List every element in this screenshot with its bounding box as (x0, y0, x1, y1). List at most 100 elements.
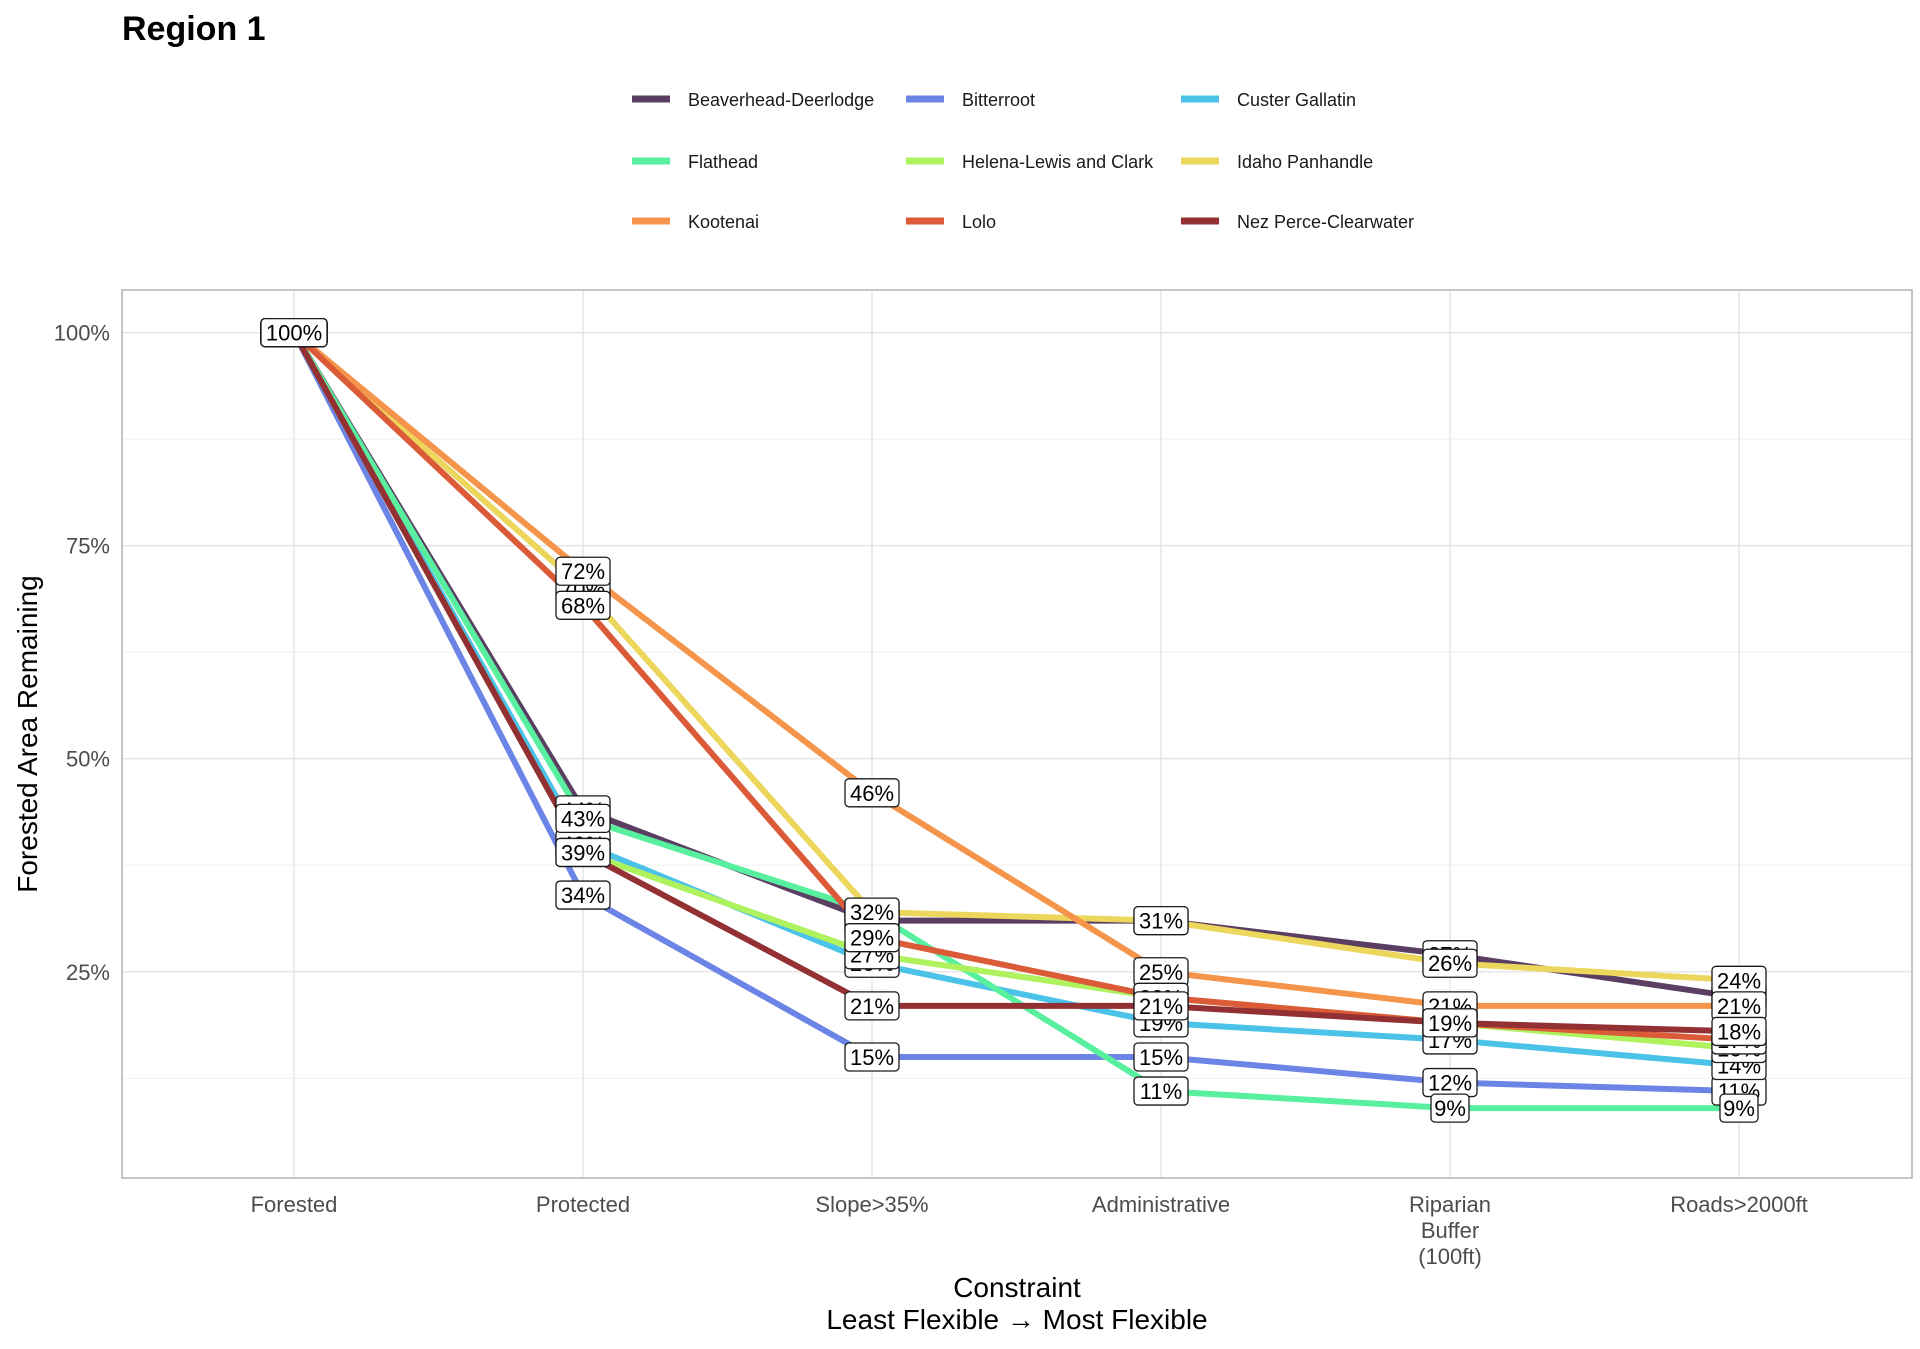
legend-label: Beaverhead-Deerlodge (688, 90, 874, 110)
legend-label: Kootenai (688, 212, 759, 232)
data-label-text: 31% (1139, 909, 1183, 934)
data-label-box (844, 778, 900, 808)
data-label-nez-perce-clearwater-5: 18% (1711, 1016, 1767, 1047)
legend-item-nez-perce-clearwater: Nez Perce-Clearwater (1181, 212, 1414, 232)
x-tick-label: Protected (536, 1192, 630, 1217)
data-label-text: 12% (1428, 1071, 1472, 1096)
data-label-nez-perce-clearwater-0: 100% (260, 317, 328, 348)
data-label-nez-perce-clearwater-3: 21% (1133, 991, 1189, 1021)
data-label-box (555, 880, 611, 910)
data-label-bitterroot-1: 34% (555, 880, 611, 910)
y-axis-title-group: Forested Area Remaining (12, 575, 43, 893)
data-label-text: 21% (1139, 994, 1183, 1019)
legend-label: Nez Perce-Clearwater (1237, 212, 1414, 232)
legend-label: Bitterroot (962, 90, 1035, 110)
data-label-box (1133, 1042, 1189, 1072)
data-label-box (844, 1042, 900, 1072)
data-label-idaho-panhandle-2: 32% (844, 897, 900, 927)
data-label-text: 11% (1140, 1079, 1182, 1104)
series-lines (291, 329, 1742, 1112)
data-label-text: 72% (561, 559, 605, 584)
x-axis: Forested Protected Slope>35% Administrative… (251, 1192, 1808, 1269)
legend-label: Custer Gallatin (1237, 90, 1356, 110)
data-label-bitterroot-4: 12% (1422, 1067, 1478, 1098)
data-label-flathead-1: 43% (555, 803, 611, 834)
legend-item-helena-lewis-and-clark: Helena-Lewis and Clark (906, 152, 1154, 172)
data-label-flathead-3: 11% (1133, 1076, 1189, 1106)
legend-item-beaverhead-deerlodge: Beaverhead-Deerlodge (632, 90, 874, 110)
data-label-text: 21% (1717, 994, 1761, 1019)
legend-label: Idaho Panhandle (1237, 152, 1373, 172)
data-label-box (1133, 991, 1189, 1021)
legend-item-lolo: Lolo (906, 212, 996, 232)
legend-label: Helena-Lewis and Clark (962, 152, 1154, 172)
data-labels: 100%44%31%31%27%22%100%34%15%15%12%11%10… (260, 317, 1767, 1123)
legend-item-flathead: Flathead (632, 152, 758, 172)
x-tick-label: Slope>35% (815, 1192, 928, 1217)
data-label-kootenai-1: 72% (555, 556, 611, 586)
data-label-text: 43% (561, 806, 605, 831)
data-label-nez-perce-clearwater-2: 21% (844, 991, 900, 1021)
x-axis-title-line: Constraint (953, 1272, 1081, 1303)
data-label-box (1711, 1016, 1767, 1047)
data-label-text: 15% (1139, 1045, 1183, 1070)
data-label-nez-perce-clearwater-4: 19% (1422, 1008, 1478, 1038)
data-label-box (1422, 1008, 1478, 1038)
legend-item-idaho-panhandle: Idaho Panhandle (1181, 152, 1373, 172)
y-tick-label: 100% (54, 321, 110, 346)
x-tick-label: Roads>2000ft (1670, 1192, 1808, 1217)
data-label-text: 100% (266, 321, 322, 346)
data-label-box (1133, 1076, 1189, 1106)
data-label-idaho-panhandle-5: 24% (1711, 965, 1767, 995)
data-label-kootenai-3: 25% (1133, 957, 1189, 987)
data-label-box (555, 837, 611, 868)
data-label-box (1430, 1093, 1470, 1123)
y-tick-label: 25% (66, 960, 110, 985)
data-label-nez-perce-clearwater-1: 39% (555, 837, 611, 868)
series-line-flathead (291, 329, 1742, 1112)
legend: Beaverhead-Deerlodge Bitterroot Custer Gal… (632, 90, 1414, 232)
data-label-text: 34% (561, 883, 605, 908)
legend-item-custer-gallatin: Custer Gallatin (1181, 90, 1356, 110)
data-label-flathead-4: 9% (1430, 1093, 1470, 1123)
data-label-box (260, 317, 328, 348)
data-label-box (555, 556, 611, 586)
data-label-text: 21% (850, 994, 894, 1019)
y-tick-label: 50% (66, 747, 110, 772)
data-label-box (1719, 1093, 1759, 1123)
x-axis-title-line: Least Flexible → Most Flexible (826, 1304, 1207, 1335)
data-label-box (1133, 905, 1189, 936)
data-label-idaho-panhandle-3: 31% (1133, 905, 1189, 936)
data-label-text: 32% (850, 900, 894, 925)
data-label-box (844, 923, 900, 953)
data-label-lolo-2: 29% (844, 923, 900, 953)
series-line-bitterroot (291, 329, 1742, 1095)
series-line-beaverhead-deerlodge (291, 329, 1742, 1001)
legend-item-bitterroot: Bitterroot (906, 90, 1035, 110)
data-label-box (555, 590, 611, 620)
data-label-text: 68% (561, 593, 605, 618)
x-tick-label: Forested (251, 1192, 338, 1217)
data-label-text: 25% (1139, 960, 1183, 985)
data-label-kootenai-2: 46% (844, 778, 900, 808)
y-axis: 25% 50% 75% 100% (54, 321, 110, 985)
data-label-text: 15% (850, 1045, 894, 1070)
series-line-nez-perce-clearwater (291, 329, 1742, 1035)
data-label-text: 46% (850, 781, 894, 806)
x-tick-label: Administrative (1092, 1192, 1230, 1217)
data-label-box (555, 803, 611, 834)
data-label-bitterroot-2: 15% (844, 1042, 900, 1072)
data-label-idaho-panhandle-4: 26% (1422, 948, 1478, 978)
data-label-kootenai-5: 21% (1711, 991, 1767, 1021)
data-label-text: 9% (1434, 1096, 1466, 1121)
data-label-text: 9% (1723, 1096, 1755, 1121)
data-label-text: 26% (1428, 951, 1472, 976)
data-label-box (844, 991, 900, 1021)
series-line-idaho-panhandle (291, 329, 1742, 984)
data-label-text: 39% (561, 840, 605, 865)
y-axis-title: Forested Area Remaining (12, 575, 43, 893)
data-label-bitterroot-3: 15% (1133, 1042, 1189, 1072)
data-label-lolo-1: 68% (555, 590, 611, 620)
